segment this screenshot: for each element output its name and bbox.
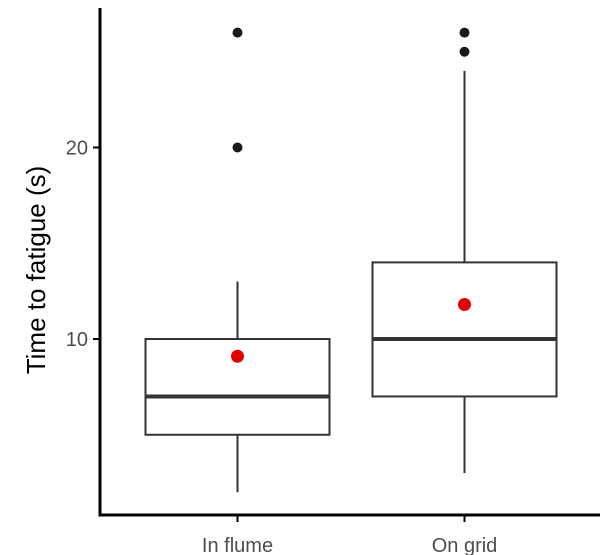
box-in-flume (144, 27, 331, 493)
box-group (144, 27, 558, 493)
outlier-point (459, 46, 470, 57)
x-tick-label: On grid (432, 535, 498, 555)
mean-point (458, 298, 471, 312)
box-on-grid (371, 27, 558, 474)
tick-group: 10 20 In flume On grid (66, 138, 498, 555)
x-tick-label: In flume (202, 535, 273, 555)
y-tick-label: 10 (66, 329, 88, 351)
mean-point (231, 349, 244, 363)
iqr-box (371, 261, 558, 398)
y-axis-title: Time to fatigue (s) (21, 166, 51, 375)
y-tick-label: 20 (66, 138, 88, 160)
outlier-point (232, 142, 243, 153)
axes (98, 8, 600, 517)
outlier-point (232, 27, 243, 38)
outlier-point (459, 27, 470, 38)
iqr-box (144, 338, 331, 436)
